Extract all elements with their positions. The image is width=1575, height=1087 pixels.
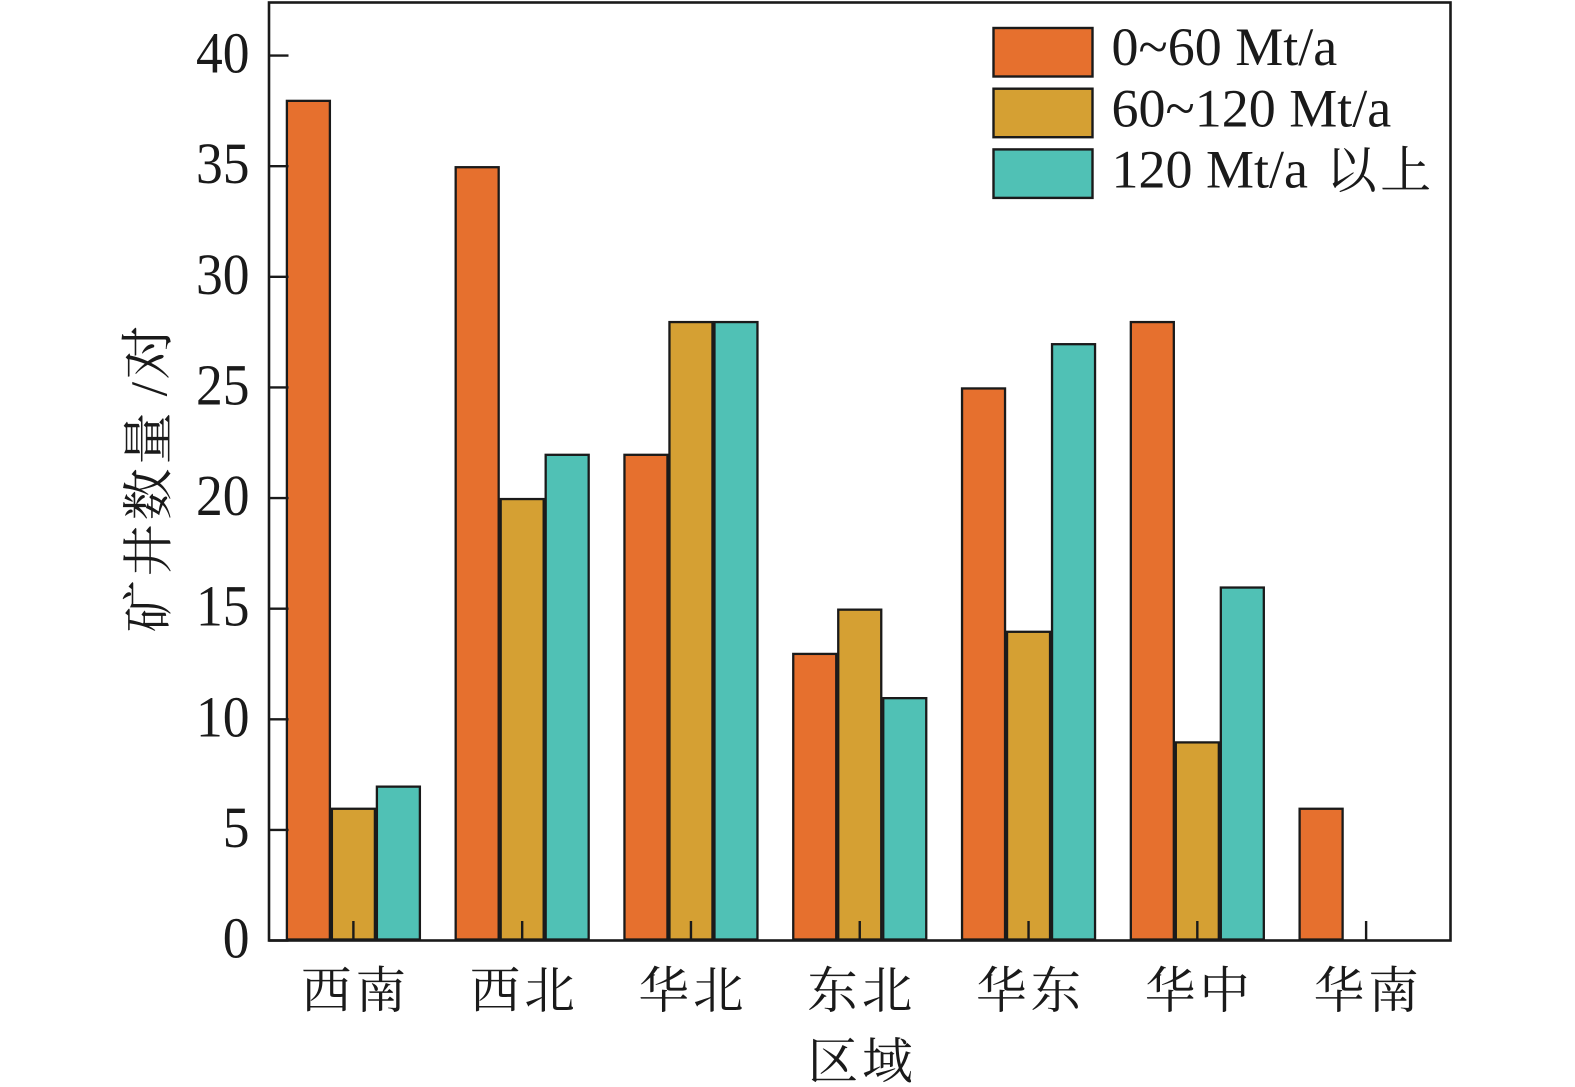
svg-text:0~60 Mt/a: 0~60 Mt/a: [1112, 17, 1338, 77]
svg-text:60~120 Mt/a: 60~120 Mt/a: [1112, 78, 1392, 138]
svg-text:20: 20: [196, 464, 250, 529]
svg-text:15: 15: [196, 575, 250, 640]
svg-text:10: 10: [196, 685, 250, 750]
svg-text:35: 35: [196, 132, 250, 197]
svg-text:25: 25: [196, 353, 250, 418]
svg-text:40: 40: [196, 22, 250, 87]
svg-text:30: 30: [196, 243, 250, 308]
svg-text:/: /: [122, 381, 179, 396]
svg-text:120 Mt/a: 120 Mt/a: [1112, 140, 1309, 200]
svg-text:5: 5: [223, 796, 250, 861]
svg-text:0: 0: [223, 907, 250, 972]
